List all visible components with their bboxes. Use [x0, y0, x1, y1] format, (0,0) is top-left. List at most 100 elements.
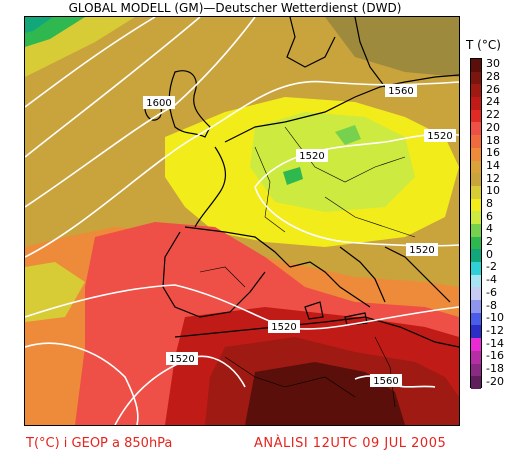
legend-swatch [471, 287, 481, 301]
isoline-1520-med [25, 284, 459, 330]
coast-north-sea [224, 74, 459, 143]
legend-label: 24 [486, 95, 500, 109]
legend-swatch [471, 262, 481, 275]
coast-iberia [162, 231, 266, 318]
legend-label: 6 [486, 209, 493, 223]
legend-swatch [471, 173, 481, 186]
iso-label-2: 1520 [427, 131, 452, 142]
iso-label-1: 1560 [388, 86, 413, 97]
legend-swatch [471, 338, 481, 351]
legend-label: -10 [486, 311, 504, 325]
legend-label: -16 [486, 349, 504, 363]
border-alps [324, 196, 416, 238]
iso-label-6: 1520 [169, 354, 194, 365]
coast-baltic [354, 17, 386, 88]
coast-italy-east [339, 246, 386, 303]
legend-swatch [471, 185, 481, 199]
border-france-germany [254, 146, 286, 233]
legend-label: 0 [486, 247, 493, 261]
legend-label: 22 [486, 108, 500, 122]
coast-pyrenees [184, 226, 291, 268]
iso-label-box-0 [143, 96, 175, 109]
legend-swatch [471, 274, 481, 288]
legend-labels: 30 28 26 24 22 20 18 16 14 12 10 8 6 4 2 0 -2 -4 -6 -8 -10 -1… [486, 58, 520, 388]
field-cold-core [25, 17, 53, 33]
chart-title: GLOBAL MODELL (GM)—Deutscher Wetterdiens… [68, 1, 402, 15]
coast-north-africa [174, 316, 459, 348]
legend-swatch [471, 350, 481, 364]
isoline-1630 [25, 17, 201, 158]
iso-label-7: 1560 [373, 376, 398, 387]
legend-swatch [471, 71, 481, 85]
analysis-time: ANÀLISI 12UTC 09 JUL 2005 [254, 436, 447, 451]
legend-swatch [471, 135, 481, 148]
legend-label: 28 [486, 70, 500, 84]
legend-swatch [471, 300, 481, 313]
legend-label: -8 [486, 298, 497, 312]
legend-swatch [471, 223, 481, 237]
iso-label-5: 1520 [271, 322, 296, 333]
iso-label-box-7 [370, 374, 402, 387]
legend-swatch [471, 109, 481, 123]
iso-label-box-5 [268, 320, 300, 333]
iso-label-box-6 [166, 352, 198, 365]
coastlines [144, 17, 459, 348]
iso-label-4: 1520 [409, 245, 434, 256]
isoline-labels: 1600 1560 1520 1520 1520 1520 1520 1560 [143, 84, 456, 387]
coast-scandinavia [286, 17, 336, 68]
legend-label: 2 [486, 235, 493, 249]
field-germany [250, 112, 415, 212]
variable-caption: T(°C) i GEOP a 850hPa [26, 436, 173, 451]
field-patch-north [335, 125, 361, 145]
isoline-1640 [25, 17, 156, 108]
coast-sardinia [304, 301, 324, 320]
legend-label: 16 [486, 146, 500, 160]
legend-swatch [471, 376, 481, 389]
legend-label: 14 [486, 158, 500, 172]
legend-swatch [471, 363, 481, 377]
border-sahara [224, 356, 356, 398]
legend-swatch [471, 249, 481, 262]
border-libya [374, 336, 396, 408]
legend-label: -12 [486, 323, 504, 337]
legend-label: 12 [486, 171, 500, 185]
legend-label: -6 [486, 285, 497, 299]
coast-italy-west [289, 261, 371, 308]
legend-label: 20 [486, 120, 500, 134]
legend-label: -14 [486, 336, 504, 350]
legend-swatch [471, 312, 481, 326]
legend-label: -20 [486, 374, 504, 388]
legend-label: 30 [486, 57, 500, 71]
field-patch-alps [283, 167, 303, 185]
legend-swatch [471, 236, 481, 250]
iso-label-0: 1600 [146, 98, 171, 109]
border-spain-portugal [199, 266, 246, 288]
legend-swatch [471, 160, 481, 174]
legend-label: 18 [486, 133, 500, 147]
legend-swatch [471, 122, 481, 136]
iso-label-box-2 [424, 129, 456, 142]
legend-label: 10 [486, 184, 500, 198]
coast-britain [168, 70, 211, 138]
legend-label: 8 [486, 196, 493, 210]
legend-swatch [471, 147, 481, 161]
iso-label-box-1 [385, 84, 417, 97]
political-borders [199, 126, 416, 408]
iso-label-3: 1520 [299, 151, 324, 162]
legend-label: -4 [486, 273, 497, 287]
isoline-atlantic [25, 342, 139, 425]
coast-balkans [384, 246, 451, 303]
coast-sicily [344, 312, 368, 326]
coast-france-west [194, 146, 227, 228]
legend-swatch [471, 97, 481, 110]
isoline-1560 [25, 80, 459, 258]
iso-label-box-4 [406, 243, 438, 256]
legend-swatch [471, 325, 481, 339]
legend-swatch [471, 59, 481, 72]
legend-swatch [471, 84, 481, 98]
legend-swatch [471, 211, 481, 224]
field-sahara-core [245, 362, 405, 425]
legend-label: -2 [486, 260, 497, 274]
legend-label: 26 [486, 82, 500, 96]
map-canvas: 1600 1560 1520 1520 1520 1520 1520 1560 [25, 17, 459, 425]
